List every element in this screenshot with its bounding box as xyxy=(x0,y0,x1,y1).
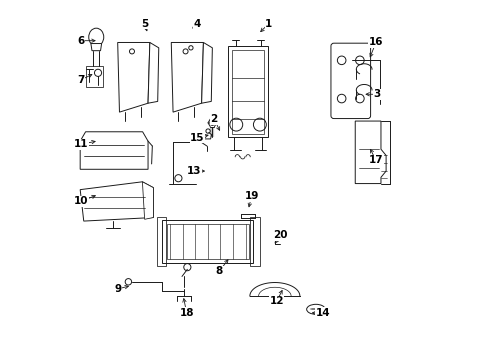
Text: 9: 9 xyxy=(114,284,121,294)
Text: 13: 13 xyxy=(186,166,201,176)
Text: 1: 1 xyxy=(264,18,272,28)
Text: 17: 17 xyxy=(368,156,383,165)
Text: 3: 3 xyxy=(372,89,380,99)
Text: 2: 2 xyxy=(210,114,217,124)
Text: 12: 12 xyxy=(269,296,284,306)
Text: 6: 6 xyxy=(77,36,84,46)
Polygon shape xyxy=(201,42,212,103)
Polygon shape xyxy=(118,42,149,112)
Text: 20: 20 xyxy=(272,230,287,240)
Text: 7: 7 xyxy=(77,75,84,85)
Text: 5: 5 xyxy=(141,18,148,28)
Text: 11: 11 xyxy=(74,139,88,149)
Text: 16: 16 xyxy=(368,37,383,48)
Text: 18: 18 xyxy=(179,308,193,318)
Text: 10: 10 xyxy=(74,197,88,206)
Text: 14: 14 xyxy=(315,308,330,318)
Polygon shape xyxy=(80,132,148,169)
Ellipse shape xyxy=(306,304,325,314)
Text: 4: 4 xyxy=(193,18,201,28)
Text: 15: 15 xyxy=(190,133,204,143)
Polygon shape xyxy=(91,44,102,51)
FancyBboxPatch shape xyxy=(330,43,370,118)
Ellipse shape xyxy=(88,28,103,46)
Polygon shape xyxy=(142,182,153,219)
Text: 19: 19 xyxy=(244,191,258,201)
Polygon shape xyxy=(148,42,159,103)
Polygon shape xyxy=(80,182,153,221)
Text: 8: 8 xyxy=(215,266,223,276)
Polygon shape xyxy=(171,42,203,112)
